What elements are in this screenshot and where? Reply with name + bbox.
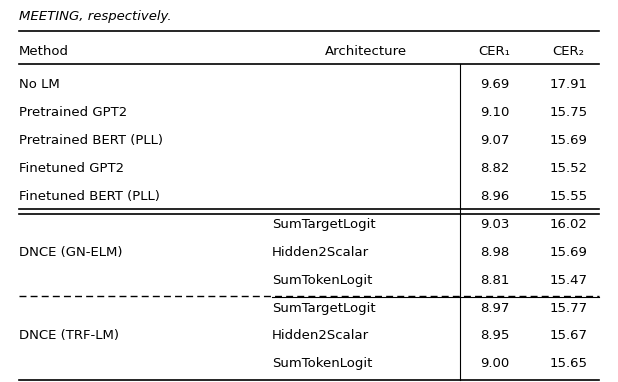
Text: 15.65: 15.65 [549, 357, 588, 370]
Text: No LM: No LM [19, 78, 59, 91]
Text: 8.95: 8.95 [480, 329, 509, 342]
Text: 15.69: 15.69 [549, 134, 588, 147]
Text: Hidden2Scalar: Hidden2Scalar [272, 329, 369, 342]
Text: Architecture: Architecture [325, 45, 407, 58]
Text: 8.82: 8.82 [480, 162, 509, 175]
Text: 16.02: 16.02 [549, 218, 588, 231]
Text: 9.10: 9.10 [480, 106, 509, 119]
Text: SumTokenLogit: SumTokenLogit [272, 274, 372, 286]
Text: SumTargetLogit: SumTargetLogit [272, 301, 376, 314]
Text: Finetuned GPT2: Finetuned GPT2 [19, 162, 124, 175]
Text: 8.98: 8.98 [480, 246, 509, 259]
Text: Hidden2Scalar: Hidden2Scalar [272, 246, 369, 259]
Text: 15.55: 15.55 [549, 190, 588, 203]
Text: 9.07: 9.07 [480, 134, 509, 147]
Text: 8.81: 8.81 [480, 274, 509, 286]
Text: DNCE (TRF-LM): DNCE (TRF-LM) [19, 329, 119, 342]
Text: Method: Method [19, 45, 69, 58]
Text: Pretrained GPT2: Pretrained GPT2 [19, 106, 127, 119]
Text: DNCE (GN-ELM): DNCE (GN-ELM) [19, 246, 122, 259]
Text: 15.67: 15.67 [549, 329, 588, 342]
Text: 15.69: 15.69 [549, 246, 588, 259]
Text: CER₂: CER₂ [552, 45, 585, 58]
Text: 15.52: 15.52 [549, 162, 588, 175]
Text: CER₁: CER₁ [478, 45, 510, 58]
Text: 17.91: 17.91 [549, 78, 588, 91]
Text: Pretrained BERT (PLL): Pretrained BERT (PLL) [19, 134, 163, 147]
Text: 15.77: 15.77 [549, 301, 588, 314]
Text: Finetuned BERT (PLL): Finetuned BERT (PLL) [19, 190, 159, 203]
Text: 9.69: 9.69 [480, 78, 509, 91]
Text: 8.97: 8.97 [480, 301, 509, 314]
Text: 9.03: 9.03 [480, 218, 509, 231]
Text: 9.00: 9.00 [480, 357, 509, 370]
Text: MEETING, respectively.: MEETING, respectively. [19, 10, 171, 23]
Text: 8.96: 8.96 [480, 190, 509, 203]
Text: 15.47: 15.47 [549, 274, 588, 286]
Text: SumTargetLogit: SumTargetLogit [272, 218, 376, 231]
Text: 15.75: 15.75 [549, 106, 588, 119]
Text: SumTokenLogit: SumTokenLogit [272, 357, 372, 370]
